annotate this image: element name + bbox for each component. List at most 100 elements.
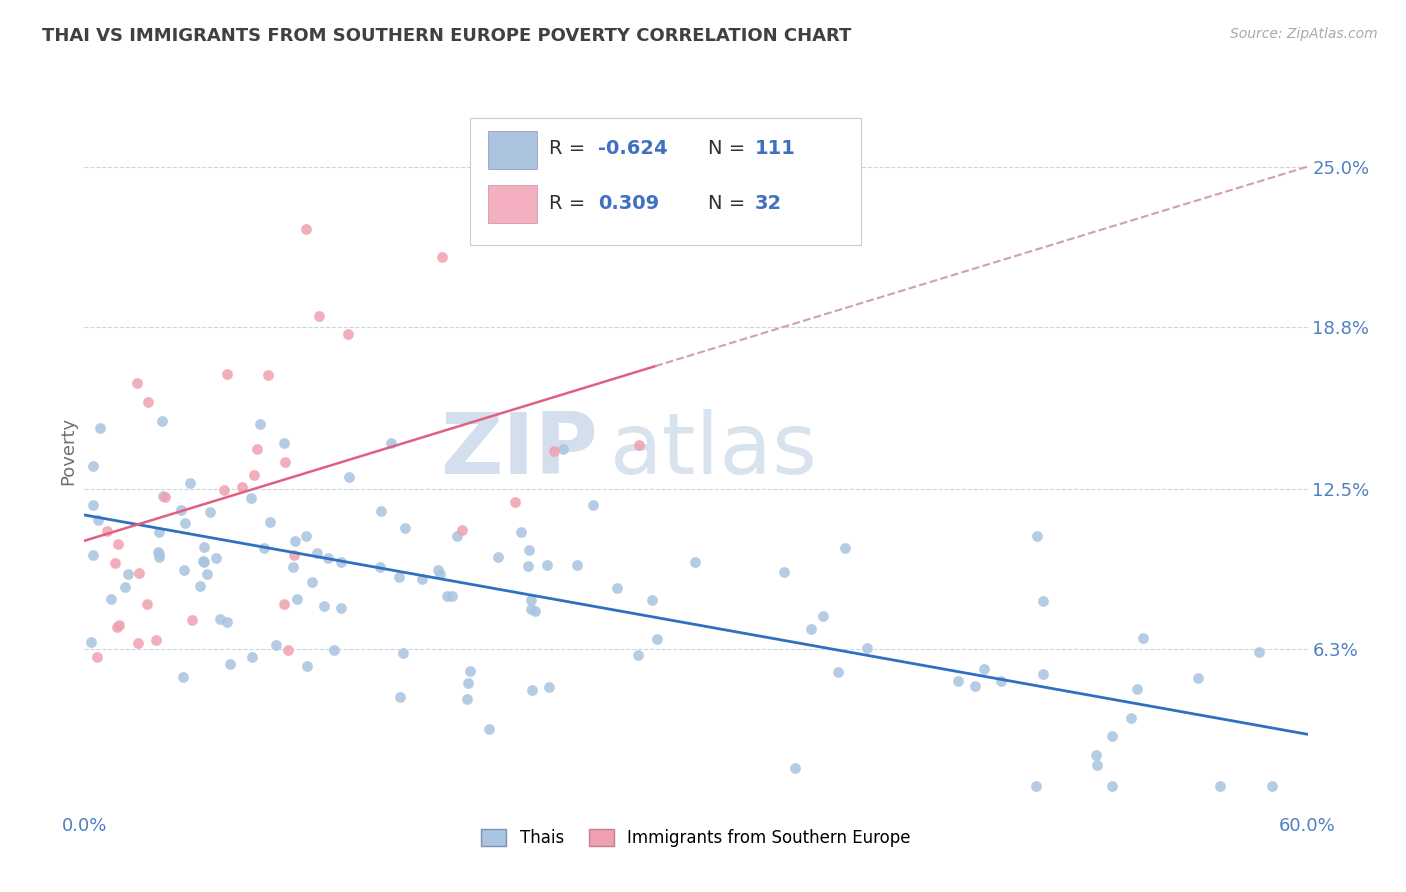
Point bbox=[965, 679, 987, 693]
Point bbox=[337, 470, 360, 484]
Point bbox=[243, 467, 266, 482]
Text: R =: R = bbox=[550, 139, 592, 158]
Point bbox=[89, 421, 111, 435]
Point bbox=[259, 516, 281, 530]
Text: THAI VS IMMIGRANTS FROM SOUTHERN EUROPE POVERTY CORRELATION CHART: THAI VS IMMIGRANTS FROM SOUTHERN EUROPE … bbox=[42, 27, 852, 45]
Point bbox=[240, 650, 263, 665]
Text: Source: ZipAtlas.com: Source: ZipAtlas.com bbox=[1230, 27, 1378, 41]
Point bbox=[148, 548, 170, 562]
Point bbox=[567, 558, 589, 572]
Point bbox=[519, 593, 541, 607]
Text: atlas: atlas bbox=[610, 409, 818, 492]
Point bbox=[834, 541, 856, 555]
Point bbox=[87, 513, 110, 527]
Point bbox=[204, 551, 226, 566]
FancyBboxPatch shape bbox=[488, 131, 537, 169]
Point bbox=[441, 589, 464, 603]
Text: 0.309: 0.309 bbox=[598, 194, 659, 213]
Point bbox=[389, 690, 412, 704]
Point bbox=[172, 670, 194, 684]
Point bbox=[193, 555, 215, 569]
FancyBboxPatch shape bbox=[488, 186, 537, 223]
Point bbox=[96, 524, 118, 539]
Point bbox=[1032, 594, 1054, 608]
Point bbox=[380, 436, 402, 450]
Y-axis label: Poverty: Poverty bbox=[59, 417, 77, 484]
Point bbox=[273, 597, 295, 611]
Point bbox=[1249, 645, 1271, 659]
Point bbox=[429, 566, 451, 581]
Point bbox=[107, 620, 129, 634]
Point bbox=[517, 543, 540, 558]
Point bbox=[627, 648, 650, 662]
Point bbox=[312, 599, 335, 614]
Point bbox=[82, 498, 104, 512]
Point bbox=[427, 563, 450, 577]
Point bbox=[86, 649, 108, 664]
Point bbox=[169, 503, 191, 517]
Point bbox=[543, 443, 565, 458]
Point bbox=[173, 562, 195, 576]
Point bbox=[277, 642, 299, 657]
Point bbox=[457, 676, 479, 690]
Point bbox=[246, 442, 269, 456]
Point bbox=[1101, 729, 1123, 743]
Point bbox=[520, 602, 543, 616]
Point bbox=[811, 608, 834, 623]
Point bbox=[370, 504, 392, 518]
Point bbox=[411, 573, 433, 587]
Point bbox=[264, 638, 287, 652]
Point bbox=[212, 483, 235, 497]
Text: -0.624: -0.624 bbox=[598, 139, 668, 158]
Point bbox=[283, 548, 305, 562]
Point bbox=[146, 545, 169, 559]
Point bbox=[179, 475, 201, 490]
Point bbox=[316, 550, 339, 565]
Point bbox=[82, 459, 104, 474]
Point bbox=[195, 567, 218, 582]
Point bbox=[536, 558, 558, 573]
Point bbox=[1026, 529, 1049, 543]
Point bbox=[1121, 711, 1143, 725]
Point bbox=[783, 761, 806, 775]
Point bbox=[219, 657, 242, 672]
Point bbox=[641, 593, 664, 607]
Point bbox=[337, 327, 360, 342]
Point bbox=[181, 613, 204, 627]
Point bbox=[800, 623, 823, 637]
Point bbox=[510, 524, 533, 539]
Point bbox=[330, 555, 353, 569]
Text: 32: 32 bbox=[755, 194, 782, 213]
Point bbox=[1132, 631, 1154, 645]
Point bbox=[450, 524, 472, 538]
Point bbox=[486, 549, 509, 564]
Point bbox=[148, 550, 170, 565]
Point bbox=[208, 612, 231, 626]
Point bbox=[295, 221, 318, 235]
Point bbox=[295, 529, 318, 543]
Point bbox=[215, 615, 238, 629]
Point bbox=[520, 682, 543, 697]
Point bbox=[1187, 671, 1209, 685]
Point bbox=[173, 516, 195, 530]
Point bbox=[284, 533, 307, 548]
Point bbox=[136, 394, 159, 409]
Point bbox=[1209, 779, 1232, 793]
Point bbox=[394, 521, 416, 535]
Point bbox=[1261, 779, 1284, 793]
Point bbox=[114, 580, 136, 594]
Point bbox=[127, 376, 149, 390]
Point bbox=[503, 495, 526, 509]
Point bbox=[523, 604, 546, 618]
Text: 111: 111 bbox=[755, 139, 796, 158]
Point bbox=[516, 558, 538, 573]
Text: ZIP: ZIP bbox=[440, 409, 598, 492]
Point bbox=[107, 537, 129, 551]
Point bbox=[368, 559, 391, 574]
Point bbox=[281, 560, 304, 574]
Point bbox=[645, 632, 668, 646]
Point bbox=[387, 570, 409, 584]
Point bbox=[553, 442, 575, 457]
Point bbox=[80, 635, 103, 649]
Point bbox=[301, 574, 323, 589]
